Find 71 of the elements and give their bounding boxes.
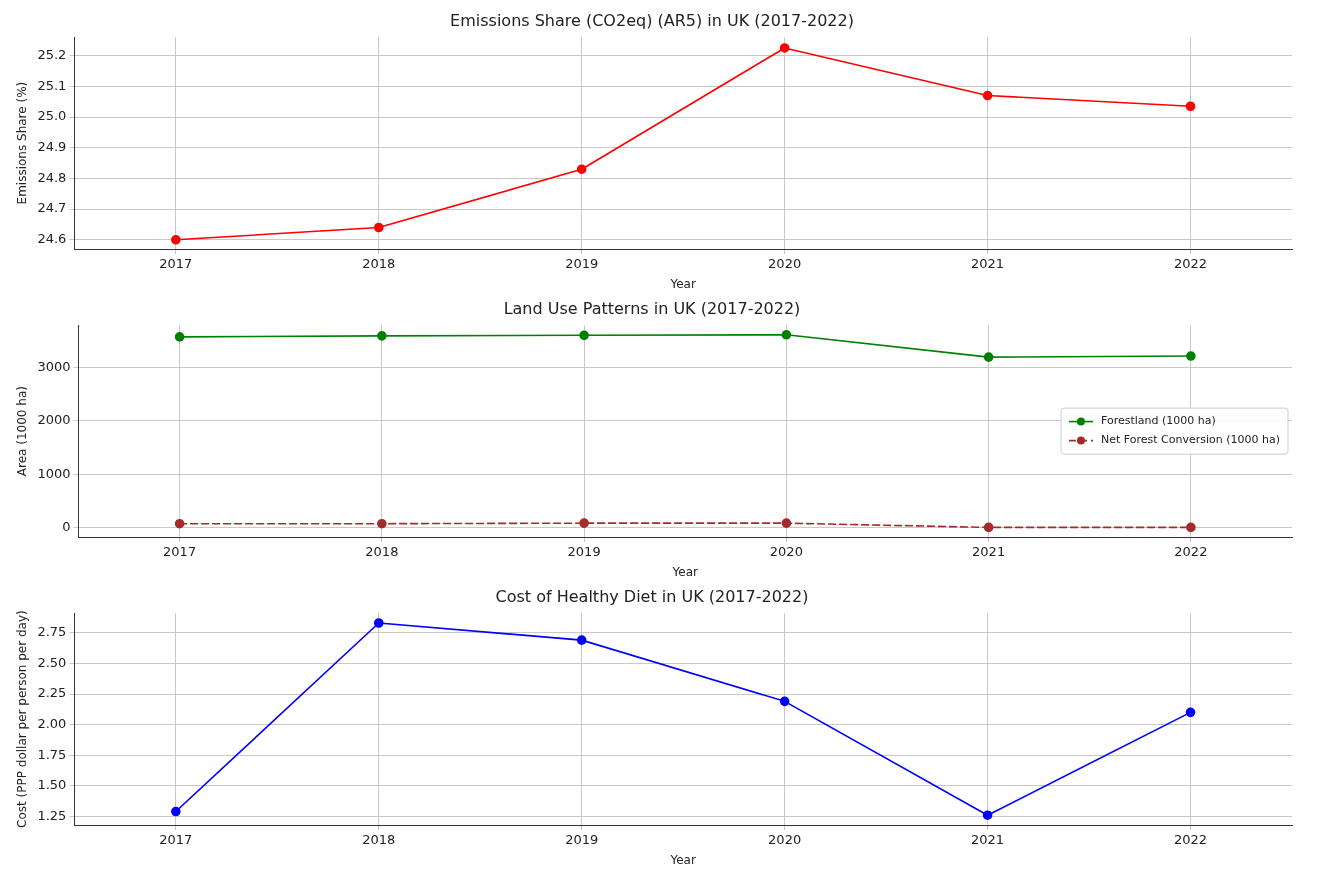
point [983, 352, 994, 362]
x-tick-label: 2021 [971, 832, 1005, 848]
y-tick-label: 2.25 [37, 685, 67, 701]
point [982, 810, 993, 821]
point [1185, 101, 1196, 112]
x-tick-label: 2020 [768, 256, 802, 272]
y-tick-label: 3000 [37, 359, 71, 375]
point [579, 330, 589, 341]
y-tick-label: 2.00 [37, 715, 67, 731]
x-tick-label: 2019 [565, 832, 599, 848]
y-axis-title: Area (1000 ha) [15, 386, 30, 477]
x-axis-title: Year [669, 852, 696, 867]
x-tick-label: 2017 [159, 832, 193, 848]
y-tick-label: 1000 [37, 465, 71, 481]
y-tick-label: 2.75 [37, 624, 67, 640]
point [377, 331, 387, 341]
point [781, 518, 792, 528]
point [1186, 522, 1196, 533]
x-tick-label: 2019 [565, 256, 599, 272]
point [171, 234, 181, 245]
legend-label: Net Forest Conversion (1000 ha) [1100, 433, 1280, 447]
x-tick-label: 2017 [159, 256, 193, 272]
x-tick-label: 2018 [362, 832, 396, 848]
x-tick-label: 2017 [163, 544, 197, 560]
x-tick-label: 2020 [769, 544, 803, 560]
point [174, 518, 185, 529]
x-tick-label: 2022 [1173, 256, 1208, 272]
chart-title: Land Use Patterns in UK (2017-2022) [503, 298, 801, 318]
x-tick-label: 2020 [768, 832, 802, 848]
y-tick-label: 25.1 [37, 77, 67, 93]
y-tick-label: 24.8 [37, 169, 67, 185]
x-axis-title: Year [669, 276, 696, 291]
x-tick-label: 2018 [365, 544, 399, 560]
y-tick-label: 1.75 [37, 746, 67, 762]
point [377, 518, 387, 529]
point [174, 332, 185, 342]
point [373, 222, 384, 233]
point [373, 618, 384, 628]
point [576, 635, 587, 645]
point [1185, 707, 1196, 718]
point [983, 522, 994, 533]
y-tick-label: 2.50 [37, 654, 67, 670]
x-tick-label: 2019 [567, 544, 601, 560]
point [576, 164, 587, 174]
y-axis-title: Cost (PPP dollar per person per day) [15, 610, 30, 828]
x-tick-label: 2018 [362, 256, 396, 272]
x-tick-label: 2022 [1174, 544, 1208, 560]
y-tick-label: 1.25 [37, 807, 67, 823]
chart-title: Cost of Healthy Diet in UK (2017-2022) [495, 586, 809, 606]
y-tick-label: 24.6 [37, 231, 67, 247]
y-tick-label: 25.0 [37, 108, 67, 124]
point [1186, 351, 1196, 361]
point [579, 518, 589, 528]
y-tick-label: 24.7 [37, 200, 67, 216]
x-tick-label: 2021 [971, 256, 1005, 272]
legend-label: Forestland (1000 ha) [1100, 414, 1216, 428]
y-tick-label: 2000 [37, 412, 71, 428]
y-axis-title: Emissions Share (%) [15, 81, 30, 205]
y-tick-label: 24.9 [37, 139, 67, 155]
x-axis-title: Year [671, 564, 699, 579]
x-tick-label: 2022 [1173, 832, 1208, 848]
point [982, 90, 993, 101]
point [781, 329, 792, 340]
y-tick-label: 1.50 [37, 777, 67, 793]
x-tick-label: 2021 [972, 544, 1006, 560]
chart-title: Emissions Share (CO2eq) (AR5) in UK (2017-2022) [450, 10, 854, 30]
point [171, 806, 181, 817]
y-tick-label: 0 [62, 518, 71, 534]
point [779, 696, 790, 707]
point [779, 43, 790, 53]
y-tick-label: 25.2 [37, 46, 67, 62]
